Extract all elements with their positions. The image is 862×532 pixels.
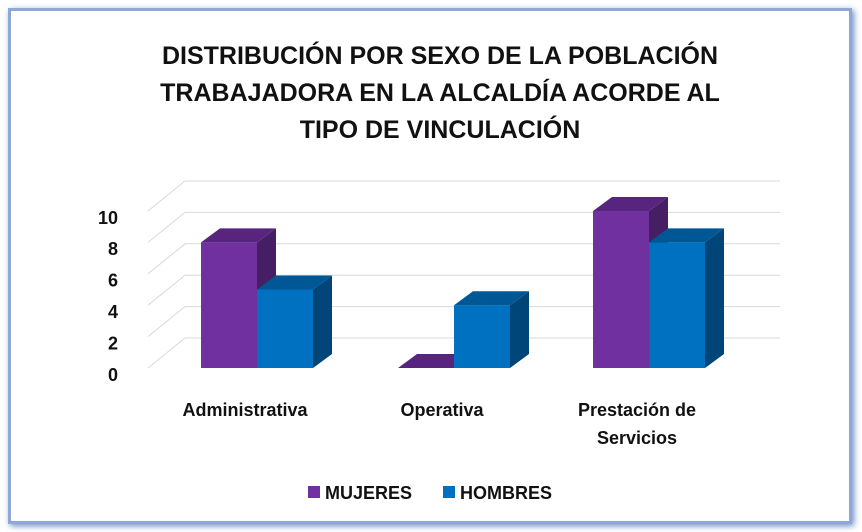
bar-side xyxy=(510,291,529,368)
legend-label: MUJERES xyxy=(325,483,412,503)
legend-swatch xyxy=(308,486,320,498)
bar-side xyxy=(705,228,724,368)
grid-line xyxy=(147,211,780,243)
grid-line xyxy=(147,180,780,212)
y-tick-label: 6 xyxy=(108,271,118,291)
x-tick-label: Administrativa xyxy=(182,400,308,420)
chart-title: DISTRIBUCIÓN POR SEXO DE LA POBLACIÓN TR… xyxy=(160,42,720,144)
legend-swatch xyxy=(443,486,455,498)
y-tick-label: 10 xyxy=(98,208,118,228)
y-tick-label: 4 xyxy=(108,302,118,322)
grid-line xyxy=(147,274,780,306)
grid-line xyxy=(147,306,780,337)
bar-top xyxy=(454,291,529,306)
grid-line xyxy=(147,337,780,369)
legend-label: HOMBRES xyxy=(460,483,552,503)
bar-top xyxy=(201,228,276,243)
bar-side xyxy=(313,275,332,368)
y-tick-label: 0 xyxy=(108,365,118,385)
bar-top xyxy=(257,275,332,290)
bar xyxy=(201,242,257,368)
bar-top xyxy=(593,197,668,211)
grid-line xyxy=(147,243,780,275)
y-tick-label: 8 xyxy=(108,239,118,259)
bar xyxy=(593,211,649,368)
bar xyxy=(454,305,510,368)
x-tick-label: Prestación de Servicios xyxy=(577,400,697,448)
bar xyxy=(649,242,705,368)
x-tick-label: Operativa xyxy=(400,400,484,420)
bar-top xyxy=(649,228,724,243)
bar xyxy=(257,289,313,368)
y-tick-label: 2 xyxy=(108,333,118,353)
